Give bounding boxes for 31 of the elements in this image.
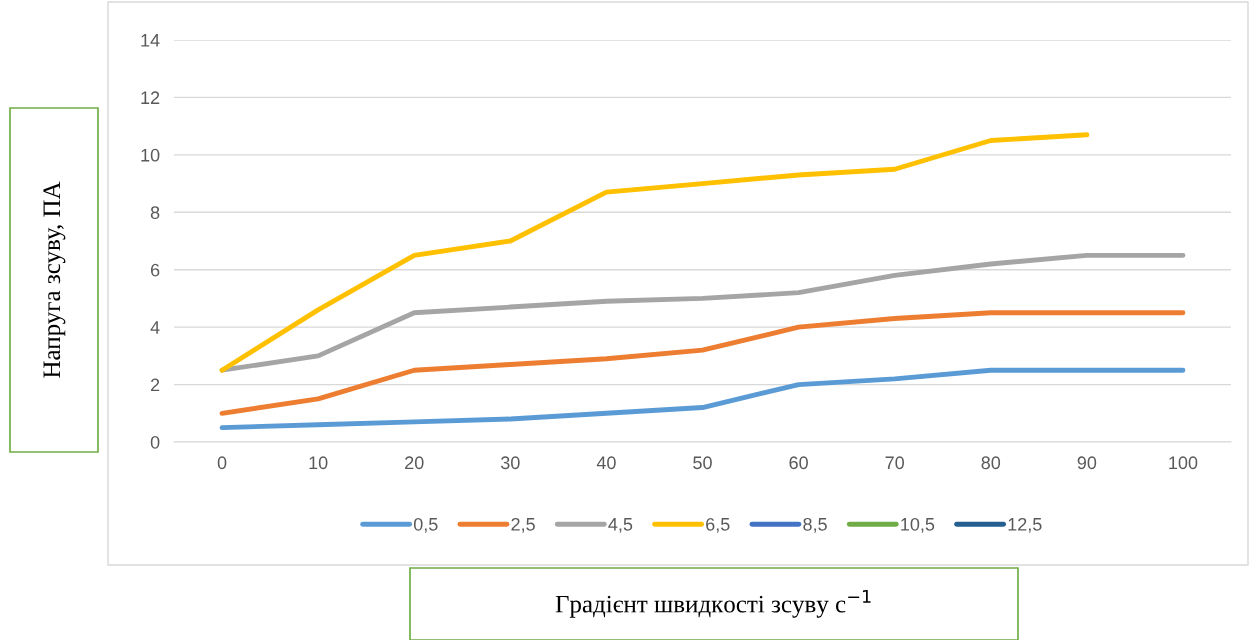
y-tick-label: 14 [141, 34, 160, 47]
y-axis-title: Напруга зсуву, ПА [43, 181, 66, 378]
x-tick-label: 60 [789, 456, 808, 470]
y-tick-label: 6 [150, 263, 160, 277]
line-series [219, 310, 1186, 416]
x-tick-label: 40 [596, 456, 616, 470]
line-series [219, 367, 1186, 431]
legend-label: 6,5 [706, 517, 730, 533]
y-tick-label: 0 [150, 435, 160, 449]
legend-label: 2,5 [511, 517, 535, 533]
x-axis-title: Градієнт швидкості зсуву с$^{−1}$ [555, 590, 871, 618]
x-tick-label: 20 [405, 456, 424, 470]
x-tick-label: 90 [1077, 456, 1097, 470]
line-series [219, 132, 1090, 373]
y-tick-label: 10 [141, 148, 160, 162]
legend-label: 4,5 [608, 518, 633, 533]
y-tick-label: 2 [150, 378, 160, 392]
x-tick-label: 30 [500, 456, 520, 470]
legend-label: 12,5 [1008, 517, 1042, 533]
y-tick-label: 4 [150, 321, 160, 334]
x-tick-label: 100 [1169, 456, 1198, 470]
legend-label: 10,5 [901, 517, 935, 533]
x-tick-label: 10 [309, 456, 328, 470]
x-tick-label: 70 [885, 456, 905, 470]
y-tick-label: 12 [141, 91, 160, 104]
x-tick-label: 50 [693, 456, 712, 470]
x-tick-label: 0 [217, 456, 227, 470]
legend-label: 8,5 [803, 517, 827, 533]
y-tick-label: 8 [150, 206, 160, 220]
legend-label: 0,5 [413, 517, 438, 533]
x-tick-label: 80 [981, 456, 1001, 470]
